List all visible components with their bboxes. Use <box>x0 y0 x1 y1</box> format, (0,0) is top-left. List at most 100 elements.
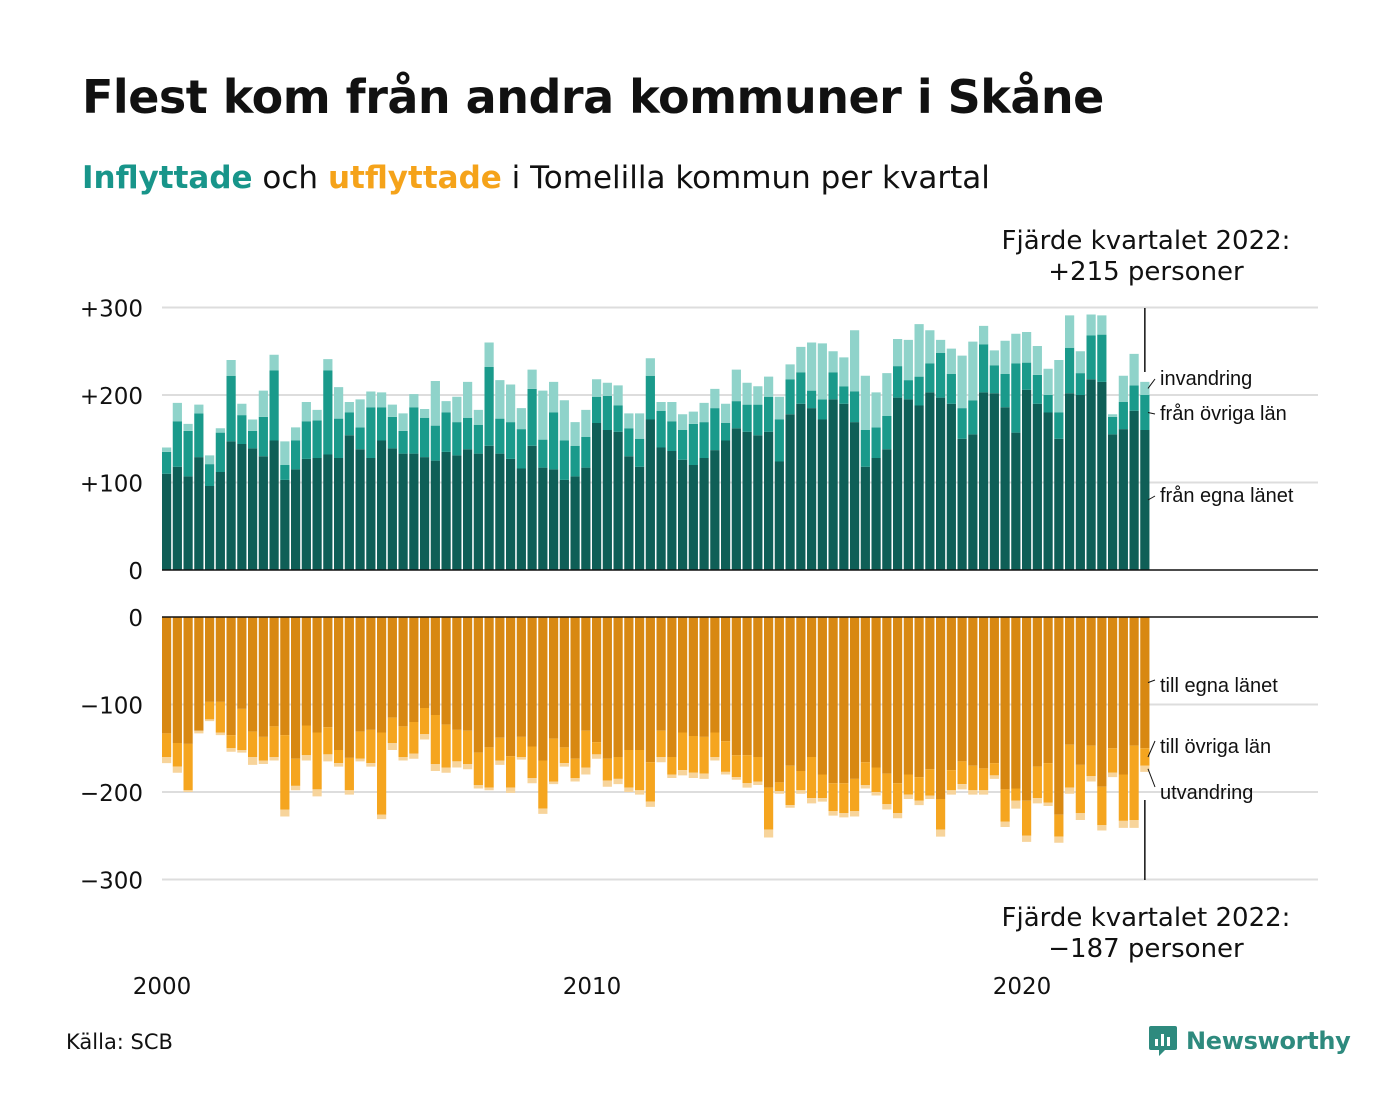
bar-inflow-segment <box>893 366 903 398</box>
bar-inflow-segment <box>205 455 215 465</box>
bar-outflow-segment <box>430 617 440 715</box>
bar-inflow-segment <box>979 392 989 570</box>
bar-inflow-segment <box>258 456 268 570</box>
annotation-bottom-line1: Fjärde kvartalet 2022: <box>1001 903 1291 933</box>
bar-inflow-segment <box>280 465 290 480</box>
bar-inflow-segment <box>753 404 763 436</box>
bar-outflow-segment <box>463 617 473 731</box>
bar-outflow-segment <box>323 727 333 755</box>
bar-inflow-segment <box>936 353 946 398</box>
bar-inflow-segment <box>903 339 913 381</box>
bar-inflow-segment <box>409 453 419 570</box>
bar-inflow-segment <box>774 419 784 462</box>
bar-inflow-segment <box>817 399 827 420</box>
bar-inflow-segment <box>807 342 817 391</box>
bar-outflow-segment <box>602 758 612 781</box>
series-label-leader-outflow <box>1147 740 1156 758</box>
bar-outflow-segment <box>592 617 602 743</box>
bar-inflow-segment <box>796 403 806 570</box>
bar-inflow-segment <box>678 430 688 460</box>
bar-inflow-segment <box>516 429 526 469</box>
bar-inflow-segment <box>936 339 946 353</box>
bar-outflow-segment <box>452 617 462 730</box>
bar-outflow-segment <box>570 758 580 778</box>
bar-outflow-segment <box>785 617 795 766</box>
bar-outflow-segment <box>581 767 591 775</box>
bar-inflow-segment <box>1065 347 1075 394</box>
y-tick-label-top: 0 <box>128 559 143 585</box>
subtitle-rest: i Tomelilla kommun per kvartal <box>501 160 990 196</box>
bar-outflow-segment <box>742 617 752 756</box>
bar-inflow-segment <box>785 414 795 570</box>
bar-inflow-segment <box>549 469 559 570</box>
bar-inflow-segment <box>979 344 989 393</box>
bar-inflow-segment <box>731 401 741 429</box>
bar-inflow-segment <box>602 395 612 430</box>
bar-inflow-segment <box>377 440 387 570</box>
bar-inflow-segment <box>592 423 602 570</box>
bar-inflow-segment <box>570 476 580 570</box>
bar-outflow-segment <box>226 735 236 749</box>
bar-inflow-segment <box>592 379 602 397</box>
bar-outflow-segment <box>903 774 913 795</box>
bar-inflow-segment <box>463 381 473 418</box>
bar-inflow-segment <box>656 402 666 411</box>
bar-inflow-segment <box>688 465 698 570</box>
bar-inflow-segment <box>473 424 483 454</box>
bar-inflow-segment <box>839 357 849 387</box>
bar-outflow-segment <box>183 743 193 791</box>
bar-inflow-segment <box>1011 333 1021 364</box>
bar-inflow-segment <box>172 421 182 467</box>
bar-inflow-segment <box>226 441 236 570</box>
bar-outflow-segment <box>1086 745 1096 777</box>
bar-inflow-segment <box>774 461 784 570</box>
series-label-leader-inflow <box>1147 495 1156 501</box>
bar-outflow-segment <box>624 617 634 750</box>
bar-inflow-segment <box>946 348 956 374</box>
bar-outflow-segment <box>688 736 698 773</box>
bar-inflow-segment <box>409 407 419 454</box>
bar-inflow-segment <box>420 409 430 418</box>
bar-inflow-segment <box>731 369 741 402</box>
bar-inflow-segment <box>893 339 903 367</box>
bar-inflow-segment <box>871 392 881 428</box>
bar-inflow-segment <box>301 458 311 570</box>
bar-outflow-segment <box>968 790 978 795</box>
bar-outflow-segment <box>667 617 677 757</box>
bar-outflow-segment <box>248 731 258 757</box>
bar-inflow-segment <box>194 457 204 570</box>
bar-outflow-segment <box>893 783 903 813</box>
bar-inflow-segment <box>366 407 376 458</box>
bar-inflow-segment <box>850 391 860 423</box>
bar-outflow-segment <box>570 778 580 782</box>
bar-inflow-segment <box>1118 402 1128 430</box>
bar-inflow-segment <box>280 479 290 570</box>
bar-inflow-segment <box>162 451 172 474</box>
bar-outflow-segment <box>1032 617 1042 767</box>
bar-outflow-segment <box>183 790 193 792</box>
bar-outflow-segment <box>237 708 247 750</box>
bar-outflow-segment <box>871 617 881 768</box>
y-tick-label-bottom: −200 <box>80 781 143 807</box>
bar-outflow-segment <box>688 772 698 778</box>
bar-outflow-segment <box>1108 617 1118 749</box>
bar-outflow-segment <box>796 790 806 794</box>
bar-outflow-segment <box>1075 813 1085 820</box>
bar-inflow-segment <box>473 453 483 570</box>
bar-outflow-segment <box>559 763 569 767</box>
bar-outflow-segment <box>194 730 204 734</box>
bar-inflow-segment <box>581 409 591 437</box>
bar-inflow-segment <box>817 419 827 570</box>
bar-outflow-segment <box>807 757 817 799</box>
bar-inflow-segment <box>1054 438 1064 570</box>
bar-inflow-segment <box>495 418 505 454</box>
bar-inflow-segment <box>1022 389 1032 570</box>
bar-inflow-segment <box>559 400 569 441</box>
bar-inflow-segment <box>1032 346 1042 375</box>
bar-outflow-segment <box>807 617 817 757</box>
bar-inflow-segment <box>420 417 430 458</box>
bar-outflow-segment <box>430 715 440 764</box>
x-tick-label: 2000 <box>133 974 192 1000</box>
bar-inflow-segment <box>871 427 881 458</box>
bar-inflow-segment <box>624 456 634 570</box>
